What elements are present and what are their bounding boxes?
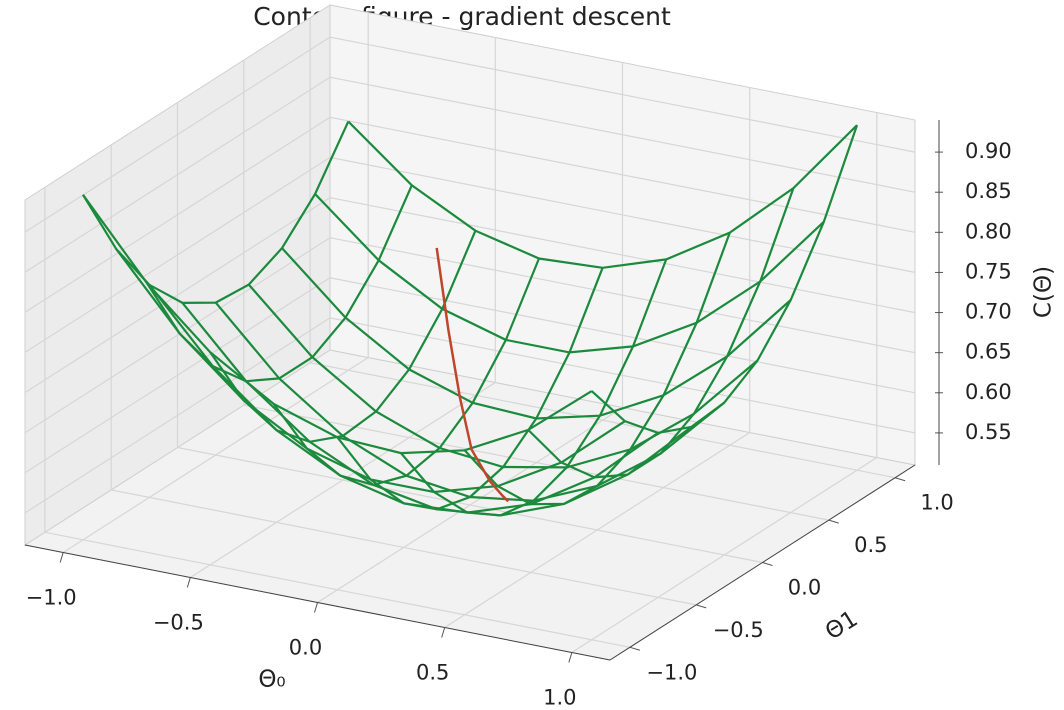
surface-line [314, 193, 825, 354]
x-tick [441, 627, 446, 638]
grid-line [176, 102, 763, 564]
x-tick [186, 577, 191, 588]
z-axis-label: C(Θ) [1031, 266, 1057, 318]
z-tick-label: 0.65 [965, 340, 1012, 364]
x-axis-line [24, 544, 611, 661]
surface-line [214, 301, 725, 502]
x-tick [59, 552, 64, 563]
grid-line [571, 112, 878, 654]
x-tick-label: 1.0 [543, 686, 576, 710]
y-tick [696, 604, 707, 609]
x-tick-label: 0.5 [416, 661, 449, 685]
grid-line [110, 144, 697, 606]
surface-line [115, 248, 626, 494]
grid-line [62, 12, 369, 554]
grid-line [24, 76, 916, 273]
grid-line [24, 196, 916, 394]
x-tick-label: −0.5 [153, 611, 204, 635]
surface-line [247, 283, 759, 469]
z-tick-label: 0.90 [965, 139, 1012, 163]
grid-line [24, 116, 916, 313]
x-axis-label: Θ₀ [258, 667, 285, 693]
grid-line [309, 17, 896, 479]
y-tick-label: 0.0 [788, 576, 821, 600]
grid-line [444, 87, 751, 629]
grid-line [24, 277, 916, 474]
y-tick-label: −0.5 [713, 618, 764, 642]
grid-line [189, 37, 496, 579]
surface-line [82, 194, 593, 455]
x-tick [314, 602, 318, 613]
surface-line [347, 120, 858, 269]
y-axis-line [609, 464, 916, 661]
x-tick-label: −1.0 [26, 586, 77, 610]
y-tick-label: −1.0 [646, 660, 697, 684]
surface-line [281, 247, 792, 420]
surface-line [181, 302, 692, 517]
y-tick-label: 0.5 [854, 533, 887, 557]
grid-line [44, 187, 631, 648]
z-tick-label: 0.70 [965, 300, 1012, 324]
descent-path [435, 247, 510, 503]
z-tick-label: 0.75 [965, 259, 1012, 283]
y-tick [762, 562, 773, 566]
grid-line [24, 36, 916, 233]
surface-line [148, 284, 659, 514]
y-tick [894, 477, 906, 482]
z-tick-label: 0.60 [965, 380, 1012, 404]
grid-line [24, 237, 916, 434]
grid-line [24, 156, 916, 353]
x-tick [568, 652, 573, 663]
y-tick [629, 646, 641, 651]
x-tick-label: 0.0 [289, 636, 322, 660]
z-tick-label: 0.80 [965, 219, 1012, 243]
z-tick-label: 0.55 [965, 420, 1012, 444]
y-axis-label: Θ1 [821, 606, 863, 645]
grid-line [24, 317, 916, 514]
z-tick-label: 0.85 [965, 179, 1012, 203]
grid-line [243, 60, 829, 521]
y-tick [828, 519, 839, 524]
y-tick-label: 1.0 [920, 491, 953, 515]
